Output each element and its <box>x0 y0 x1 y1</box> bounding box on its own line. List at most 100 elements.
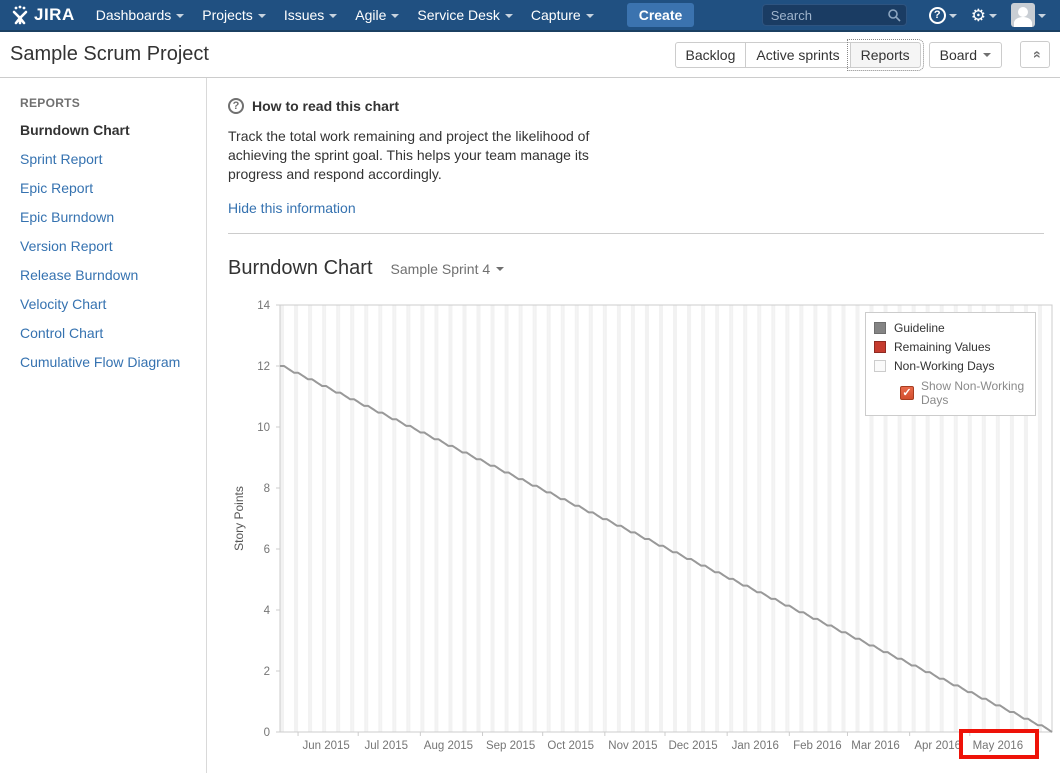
weekend-stripe <box>322 304 325 732</box>
weekend-stripe <box>518 304 521 732</box>
y-tick-label: 2 <box>264 666 270 678</box>
create-button[interactable]: Create <box>626 3 695 27</box>
nav-item-agile[interactable]: Agile <box>346 0 408 31</box>
weekend-stripe <box>913 304 916 732</box>
weekend-stripe <box>422 304 425 732</box>
chevron-down-icon <box>983 52 991 57</box>
weekend-stripe <box>827 304 830 732</box>
settings-menu[interactable]: ⚙ <box>967 7 1001 24</box>
view-button-reports[interactable]: Reports <box>846 38 924 71</box>
body-row: REPORTS Burndown Chart Sprint Report Epic … <box>0 78 1060 773</box>
weekend-stripe <box>450 304 453 732</box>
show-non-working-days-checkbox[interactable]: ✓ <box>900 385 914 400</box>
sidebar-item-velocity-chart[interactable]: Velocity Chart <box>20 296 107 312</box>
user-menu[interactable] <box>1007 3 1050 27</box>
nav-item-capture[interactable]: Capture <box>522 0 603 31</box>
sidebar-item-version-report[interactable]: Version Report <box>20 238 113 254</box>
view-button-backlog[interactable]: Backlog <box>674 41 747 68</box>
weekend-stripe <box>939 304 942 732</box>
sidebar-heading: REPORTS <box>20 96 81 110</box>
y-tick-label: 10 <box>257 422 270 434</box>
sidebar-item-sprint-report[interactable]: Sprint Report <box>20 151 103 167</box>
weekend-stripe <box>841 304 844 732</box>
top-nav-bar: JIRA Dashboards Projects Issues Agile Servic… <box>0 0 1060 32</box>
sidebar-item-epic-report[interactable]: Epic Report <box>20 180 94 196</box>
nav-item-label: Projects <box>202 7 253 23</box>
weekend-stripe <box>983 304 986 732</box>
legend-item-remaining-values: Remaining Values <box>874 338 1027 357</box>
board-button[interactable]: Board <box>928 41 1002 68</box>
guideline-series <box>280 364 1053 733</box>
collapse-header-button[interactable]: » <box>1020 41 1050 68</box>
checkbox-label: Show Non-Working Days <box>921 378 1025 407</box>
jira-logo[interactable]: JIRA <box>0 5 87 25</box>
weekend-stripe <box>743 304 746 732</box>
highlight-annotation-box <box>958 728 1039 759</box>
hide-information-link[interactable]: Hide this information <box>228 199 356 216</box>
sidebar-item-epic-burndown[interactable]: Epic Burndown <box>20 209 115 225</box>
nav-item-label: Issues <box>283 7 325 23</box>
weekend-stripe <box>352 304 355 732</box>
nav-item-service-desk[interactable]: Service Desk <box>408 0 521 31</box>
y-axis-label: Story Points <box>232 486 246 551</box>
weekend-stripe <box>857 304 860 732</box>
weekend-stripe <box>532 304 535 732</box>
x-tick-label: Jul 2015 <box>365 740 408 752</box>
y-tick-label: 0 <box>264 727 270 739</box>
weekend-stripe <box>911 304 914 732</box>
y-tick-label: 14 <box>257 300 270 312</box>
weekend-stripe <box>490 304 493 732</box>
jira-logo-text: JIRA <box>34 5 75 24</box>
y-tick-label: 6 <box>264 544 270 556</box>
nav-item-dashboards[interactable]: Dashboards <box>87 0 194 31</box>
x-tick-label: Dec 2015 <box>668 740 717 752</box>
weekend-stripe <box>660 304 663 732</box>
y-tick-label: 4 <box>264 605 271 617</box>
weekend-stripe <box>687 304 690 732</box>
view-button-active-sprints[interactable]: Active sprints <box>745 41 851 68</box>
sidebar-item-burndown-chart[interactable]: Burndown Chart <box>20 122 130 138</box>
help-icon: ? <box>928 6 946 24</box>
weekend-stripe <box>548 304 551 732</box>
view-buttons: Backlog Active sprints Reports <box>674 38 924 71</box>
weekend-stripe <box>506 304 509 732</box>
search-icon[interactable] <box>887 8 901 22</box>
weekend-stripe <box>338 304 341 732</box>
weekend-stripe <box>336 304 339 732</box>
x-tick-label: Jun 2015 <box>302 740 349 752</box>
x-tick-label: Nov 2015 <box>608 740 657 752</box>
sprint-selector[interactable]: Sample Sprint 4 <box>391 261 505 277</box>
weekend-stripe <box>590 304 593 732</box>
legend-swatch <box>874 322 886 335</box>
weekend-stripe <box>883 304 886 732</box>
help-menu[interactable]: ? <box>925 6 961 24</box>
sidebar-item-control-chart[interactable]: Control Chart <box>20 325 104 341</box>
weekend-stripe <box>801 304 804 732</box>
weekend-stripe <box>701 304 704 732</box>
nav-item-label: Service Desk <box>417 7 500 23</box>
chevron-down-icon <box>948 14 957 18</box>
nav-item-projects[interactable]: Projects <box>193 0 275 31</box>
sidebar-item-cumulative-flow-diagram[interactable]: Cumulative Flow Diagram <box>20 354 181 370</box>
weekend-stripe <box>534 304 537 732</box>
weekend-stripe <box>829 304 832 732</box>
weekend-stripe <box>630 304 633 732</box>
x-tick-label: May 2016 <box>973 740 1024 752</box>
sidebar-item-release-burndown[interactable]: Release Burndown <box>20 267 139 283</box>
weekend-stripe <box>869 304 872 732</box>
nav-right-cluster: ? ⚙ <box>761 3 1060 27</box>
weekend-stripe <box>897 304 900 732</box>
legend-swatch <box>874 341 886 354</box>
legend-swatch <box>874 360 886 373</box>
weekend-stripe <box>324 304 327 732</box>
weekend-stripe <box>588 304 591 732</box>
weekend-stripe <box>308 304 311 732</box>
weekend-stripe <box>658 304 661 732</box>
nav-item-label: Agile <box>355 7 387 23</box>
legend-item-non-working-days: Non-Working Days <box>874 357 1027 376</box>
search-input[interactable] <box>761 4 907 26</box>
x-tick-label: Feb 2016 <box>793 740 842 752</box>
nav-item-issues[interactable]: Issues <box>275 0 346 31</box>
avatar <box>1011 3 1035 27</box>
weekend-stripe <box>646 304 649 732</box>
